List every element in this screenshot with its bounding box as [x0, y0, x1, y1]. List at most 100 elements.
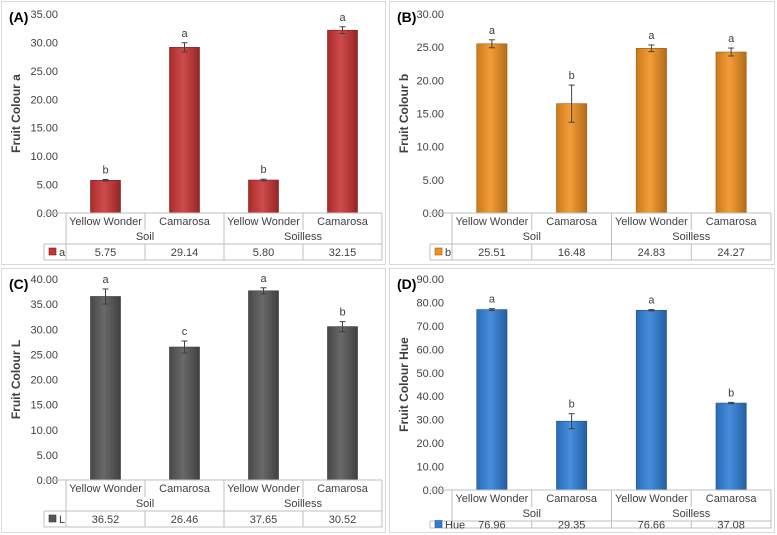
significance-letter-b-0: a [489, 25, 496, 37]
significance-letter-d-1: b [569, 399, 575, 411]
legend-label-b: b [445, 247, 451, 259]
y-tick-label-b-4: 20.00 [416, 75, 444, 87]
x-category-label-a-1: Camarosa [159, 216, 211, 228]
group-label-a-1: Soilless [284, 231, 322, 243]
table-value-a-1: 29.14 [171, 247, 199, 259]
table-value-d-1: 29.35 [558, 520, 586, 532]
y-tick-label-d-1: 10.00 [416, 462, 444, 474]
y-tick-label-c-3: 15.00 [30, 400, 58, 412]
x-category-label-a-0: Yellow Wonder [69, 216, 142, 228]
x-category-label-a-3: Camarosa [317, 216, 369, 228]
chart-svg-a: (A) Fruit Colour a 0.00 5.00 10.00 15.00 20.00… [9, 9, 383, 261]
y-tick-label-a-0: 0.00 [37, 208, 58, 220]
panel-label-c: (C) [9, 276, 28, 292]
y-tick-label-c-6: 30.00 [30, 324, 58, 336]
y-tick-label-c-7: 35.00 [30, 299, 58, 311]
y-axis-title-d: Fruit Colour Hue [397, 337, 411, 432]
significance-letter-c-3: b [339, 307, 345, 319]
table-value-a-3: 32.15 [329, 247, 357, 259]
x-category-label-d-1: Camarosa [546, 493, 598, 505]
group-label-d-1: Soilless [672, 508, 710, 520]
table-value-d-3: 37.08 [717, 520, 745, 532]
y-tick-label-b-3: 15.00 [416, 109, 444, 121]
table-value-b-2: 24.83 [638, 247, 666, 259]
chart-panel-b: (B) Fruit Colour b 0.00 5.00 10.00 15.00 20.00… [389, 1, 775, 265]
table-value-a-2: 5.80 [253, 247, 274, 259]
y-tick-label-c-1: 5.00 [37, 450, 58, 462]
group-label-c-0: Soil [136, 498, 154, 510]
group-label-b-1: Soilless [672, 231, 710, 243]
y-tick-label-a-3: 15.00 [30, 123, 58, 135]
chart-svg-d: (D) Fruit Colour Hue 0.00 10.00 20.00 30.00 40… [397, 274, 772, 532]
x-category-label-b-3: Camarosa [706, 216, 758, 228]
table-value-d-0: 76.96 [478, 520, 506, 532]
significance-letter-d-3: b [728, 387, 734, 399]
legend-swatch-a [48, 247, 57, 256]
y-tick-label-b-6: 30.00 [416, 9, 444, 21]
y-axis-title-c: Fruit Colour L [9, 340, 23, 419]
y-axis-title-a: Fruit Colour a [9, 74, 23, 153]
y-axis-title-b: Fruit Colour b [397, 74, 411, 153]
panel-label-d: (D) [397, 276, 416, 292]
legend-swatch-d [434, 520, 443, 528]
y-tick-label-a-6: 30.00 [30, 37, 58, 49]
y-tick-label-b-1: 5.00 [423, 175, 444, 187]
y-tick-label-d-2: 20.00 [416, 438, 444, 450]
table-value-a-0: 5.75 [95, 247, 116, 259]
table-value-b-1: 16.48 [558, 247, 586, 259]
bar-a-0 [90, 180, 121, 214]
x-category-label-d-3: Camarosa [706, 493, 758, 505]
bar-c-2 [248, 290, 279, 481]
y-tick-label-b-5: 25.00 [416, 42, 444, 54]
significance-letter-c-2: a [260, 273, 267, 285]
y-tick-label-a-2: 10.00 [30, 151, 58, 163]
x-category-label-a-2: Yellow Wonder [227, 216, 300, 228]
y-tick-label-a-1: 5.00 [37, 180, 58, 192]
legend-label-a: a [59, 247, 66, 259]
bar-c-0 [90, 296, 121, 481]
chart-panel-a: (A) Fruit Colour a 0.00 5.00 10.00 15.00 20.00… [1, 1, 386, 265]
y-tick-label-b-0: 0.00 [423, 208, 444, 220]
y-tick-label-d-3: 30.00 [416, 415, 444, 427]
bar-b-0 [476, 43, 508, 214]
table-value-c-0: 36.52 [92, 514, 120, 526]
y-tick-label-c-5: 25.00 [30, 349, 58, 361]
significance-letter-b-3: a [728, 33, 735, 45]
table-value-b-0: 25.51 [478, 247, 506, 259]
x-category-label-c-3: Camarosa [317, 483, 369, 495]
y-tick-label-d-5: 50.00 [416, 368, 444, 380]
y-tick-label-c-4: 20.00 [30, 375, 58, 387]
table-value-d-2: 76.66 [638, 520, 666, 532]
bar-b-2 [635, 47, 667, 214]
y-tick-label-a-5: 25.00 [30, 66, 58, 78]
significance-letter-b-1: b [569, 70, 575, 82]
bar-c-3 [327, 326, 358, 481]
bar-a-3 [327, 29, 358, 214]
y-tick-label-d-4: 40.00 [416, 391, 444, 403]
legend-swatch-c [48, 514, 57, 523]
x-category-label-b-0: Yellow Wonder [455, 216, 528, 228]
table-value-c-2: 37.65 [250, 514, 278, 526]
panel-label-b: (B) [397, 9, 416, 25]
y-tick-label-c-2: 10.00 [30, 425, 58, 437]
legend-label-d: Hue [445, 520, 465, 532]
bar-a-2 [248, 179, 279, 214]
x-category-label-b-2: Yellow Wonder [615, 216, 688, 228]
y-tick-label-a-7: 35.00 [30, 9, 58, 21]
significance-letter-b-2: a [648, 30, 655, 42]
x-category-label-d-0: Yellow Wonder [455, 493, 528, 505]
bar-a-1 [169, 47, 200, 214]
y-tick-label-b-2: 10.00 [416, 142, 444, 154]
y-tick-label-d-8: 80.00 [416, 297, 444, 309]
x-category-label-c-2: Yellow Wonder [227, 483, 300, 495]
panel-label-a: (A) [9, 9, 28, 25]
significance-letter-a-0: b [102, 164, 108, 176]
x-category-label-c-1: Camarosa [159, 483, 211, 495]
chart-svg-b: (B) Fruit Colour b 0.00 5.00 10.00 15.00 20.00… [397, 9, 772, 261]
significance-letter-a-2: b [260, 164, 266, 176]
chart-svg-c: (C) Fruit Colour L 0.00 5.00 10.00 15.00 20.00… [9, 273, 383, 528]
y-tick-label-d-7: 70.00 [416, 321, 444, 333]
y-tick-label-a-4: 20.00 [30, 94, 58, 106]
x-category-label-d-2: Yellow Wonder [615, 493, 688, 505]
y-tick-label-d-6: 60.00 [416, 344, 444, 356]
